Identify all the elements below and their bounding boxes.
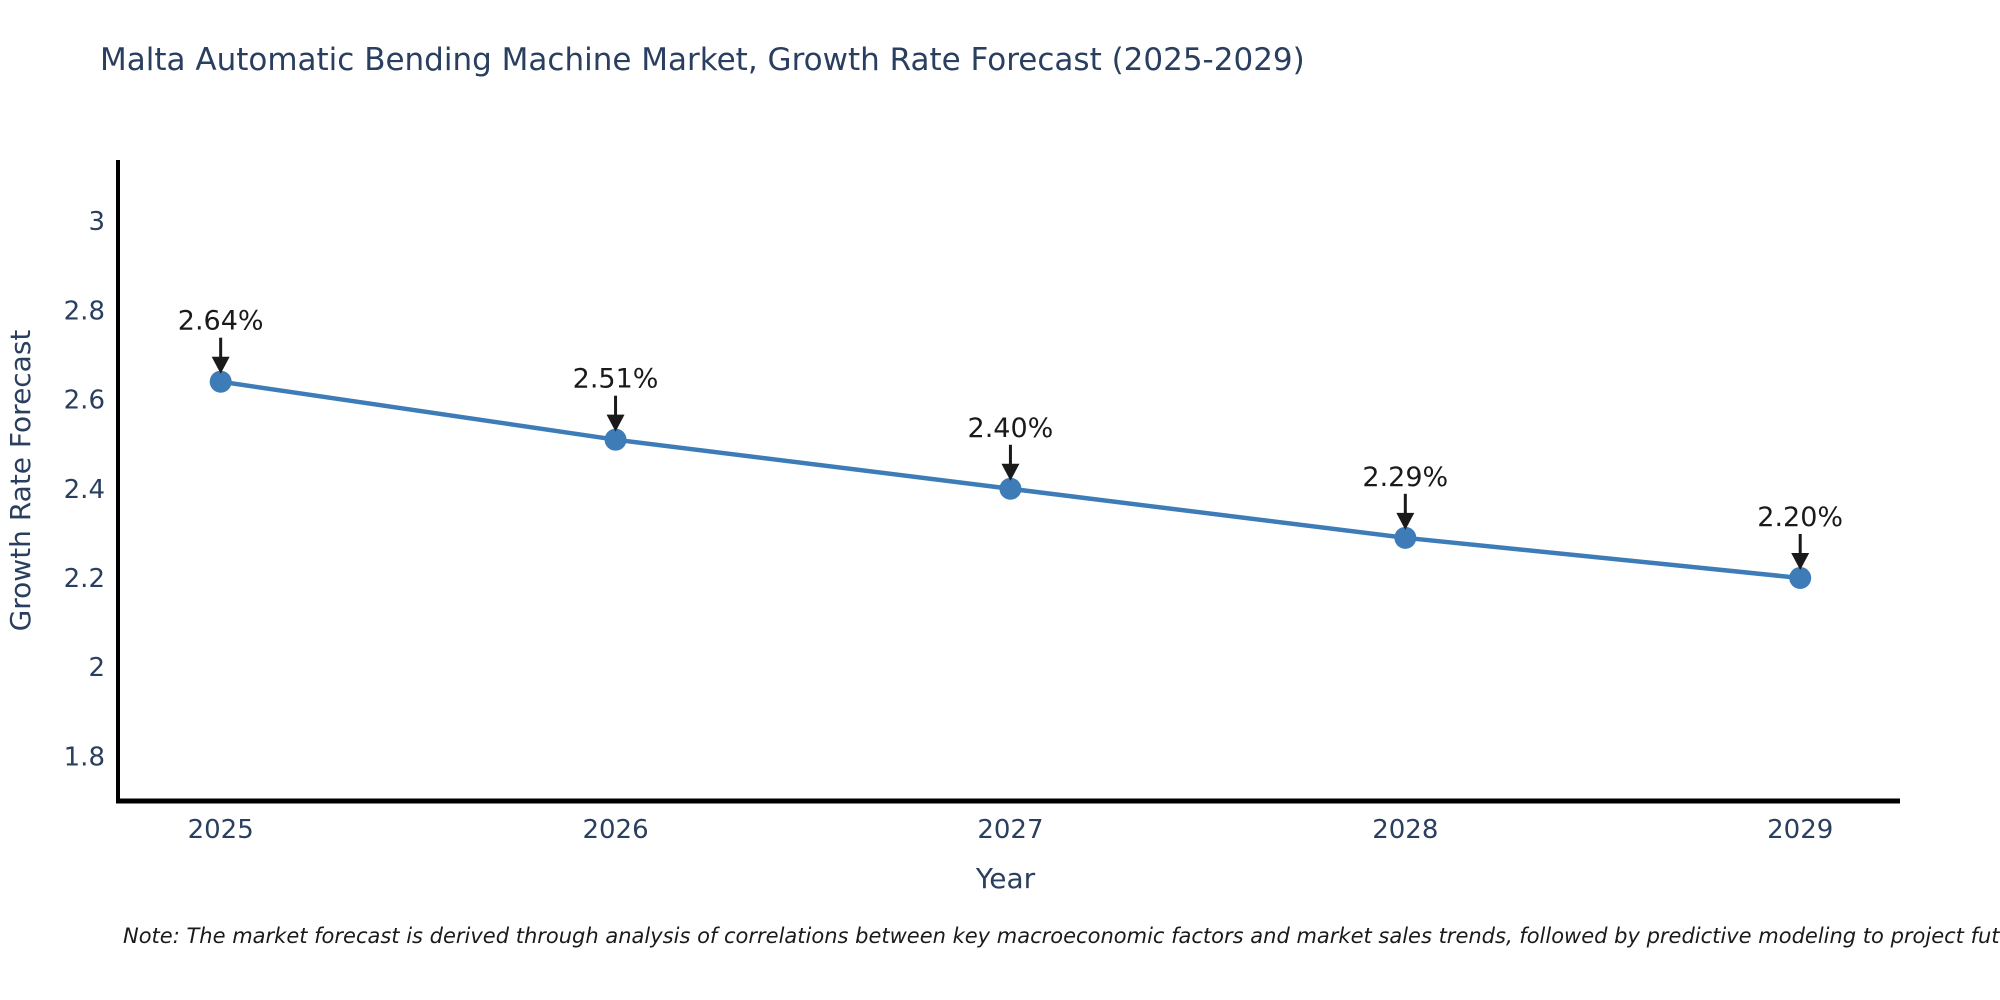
data-point <box>1394 526 1417 549</box>
footnote: Note: The market forecast is derived thr… <box>123 924 2000 948</box>
point-annotation: 2.51% <box>573 364 659 395</box>
x-tick-label: 2026 <box>582 815 648 845</box>
data-point <box>999 477 1022 500</box>
x-tick-label: 2025 <box>188 815 254 845</box>
point-annotation: 2.64% <box>178 306 264 337</box>
data-point <box>209 370 232 393</box>
data-point <box>604 428 627 451</box>
point-annotation: 2.29% <box>1362 462 1448 493</box>
y-tick-label: 2 <box>88 653 105 683</box>
data-point <box>1789 566 1812 589</box>
annotation-arrow-head <box>1001 463 1020 481</box>
x-tick-label: 2027 <box>977 815 1043 845</box>
x-tick-label: 2029 <box>1767 815 1833 845</box>
y-tick-label: 2.6 <box>64 386 105 416</box>
y-axis-title: Growth Rate Forecast <box>4 330 37 632</box>
y-tick-label: 2.2 <box>64 564 105 594</box>
annotation-arrow-head <box>606 414 625 432</box>
x-axis-title: Year <box>975 862 1036 895</box>
point-annotation: 2.20% <box>1757 502 1843 533</box>
y-tick-label: 2.8 <box>64 296 105 326</box>
point-annotation: 2.40% <box>968 413 1054 444</box>
y-tick-label: 3 <box>88 207 105 237</box>
y-tick-label: 1.8 <box>64 742 105 772</box>
annotation-arrow-head <box>1396 512 1415 530</box>
chart-title: Malta Automatic Bending Machine Market, … <box>100 42 1305 78</box>
annotation-arrow-head <box>1791 552 1810 570</box>
annotation-arrow-head <box>211 356 230 374</box>
x-tick-label: 2028 <box>1372 815 1438 845</box>
y-tick-label: 2.4 <box>64 475 105 505</box>
